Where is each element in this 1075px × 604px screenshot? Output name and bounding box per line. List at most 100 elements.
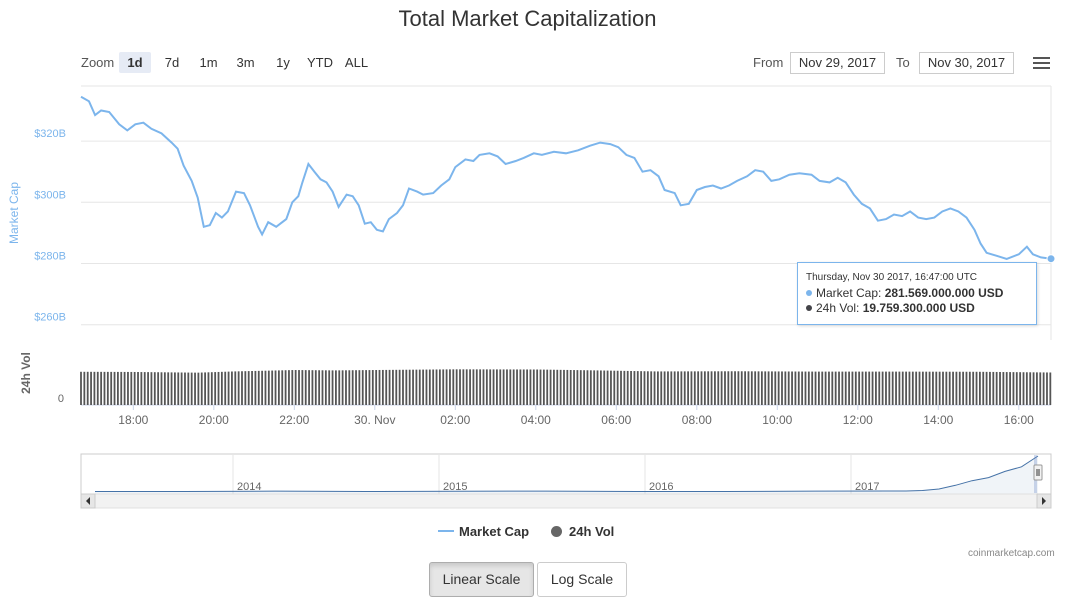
volume-bar [942,371,944,405]
navigator-scrollbar[interactable] [80,493,1052,509]
volume-bar [274,370,277,405]
volume-bar [449,369,451,405]
volume-bar [653,371,656,405]
volume-bar [257,370,260,405]
volume-bar [888,371,891,405]
volume-bar [807,371,810,405]
volume-bar [190,372,193,405]
volume-bar [569,370,572,405]
x-tick-label: 22:00 [279,413,309,427]
volume-bar [589,370,592,405]
volume-bar [143,372,146,405]
zoom-button-all[interactable]: ALL [344,55,369,70]
legend-market-cap[interactable]: Market Cap [438,524,529,539]
volume-bar [891,371,894,405]
volume-bar [254,370,257,405]
volume-bar [308,370,310,405]
volume-bar [509,369,512,405]
volume-bar [1002,372,1005,405]
volume-bar [345,370,347,405]
volume-bar [237,371,240,405]
volume-bar [318,370,321,405]
legend-volume[interactable]: 24h Vol [551,524,614,539]
volume-bar [690,371,693,405]
zoom-button-3m[interactable]: 3m [236,55,255,70]
volume-bar [710,371,713,405]
volume-bar [368,370,371,405]
volume-bar [935,371,938,405]
volume-bar [633,371,636,405]
from-date-input[interactable]: Nov 29, 2017 [790,52,885,74]
volume-bar [512,369,515,405]
volume-bar [599,370,602,405]
x-tick-label: 10:00 [762,413,792,427]
zoom-button-ytd[interactable]: YTD [307,55,333,70]
volume-bar [536,369,539,405]
volume-bar [130,371,133,405]
zoom-button-1m[interactable]: 1m [199,55,218,70]
volume-bar [418,369,421,405]
volume-bar [596,370,599,405]
volume-bar [978,371,981,405]
volume-bar [110,371,113,405]
credit-link[interactable]: coinmarketcap.com [968,548,1055,559]
volume-bar [717,371,720,405]
zoom-button-1y[interactable]: 1y [276,55,290,70]
volume-bar [915,371,918,405]
volume-bar [925,371,928,405]
volume-bar [301,370,304,405]
volume-bar [1032,372,1035,405]
volume-bar [878,371,881,405]
volume-bar [542,369,545,405]
linear-scale-button[interactable]: Linear Scale [429,562,534,597]
hamburger-menu-icon[interactable] [1033,57,1050,70]
volume-bar [328,370,331,405]
volume-bar [824,371,827,405]
to-label: To [896,55,910,70]
volume-bar [972,371,975,405]
volume-bar [667,371,669,405]
volume-bar [999,371,1001,405]
volume-bar [744,371,747,405]
zoom-button-7d[interactable]: 7d [164,55,180,70]
x-tick-label: 12:00 [843,413,873,427]
volume-bar [341,370,344,405]
volume-bar [734,371,736,405]
navigator-frame[interactable] [80,453,1052,495]
volume-bar [422,369,425,405]
volume-bar [492,369,495,405]
volume-bar [475,369,478,405]
volume-bar [948,371,951,405]
volume-bar [606,370,609,405]
x-tick-label: 14:00 [923,413,953,427]
navigator-handle[interactable] [1033,464,1043,481]
volume-bar [737,371,740,405]
zoom-button-1d[interactable]: 1d [119,52,151,73]
volume-bar [724,371,726,405]
volume-bar [730,371,733,405]
volume-bar [831,371,834,405]
volume-bar [381,369,384,405]
volume-bar [787,371,790,405]
to-date-input[interactable]: Nov 30, 2017 [919,52,1014,74]
volume-bar [1022,372,1025,405]
volume-bar [231,371,233,405]
volume-bar [472,369,475,405]
volume-bar [932,371,934,405]
log-scale-button[interactable]: Log Scale [537,562,627,597]
volume-bar [137,372,139,405]
volume-bar [227,371,230,405]
volume-bar [435,369,438,405]
volume-bar [563,369,565,405]
legend-market-cap-label: Market Cap [459,524,530,539]
volume-bar [821,371,824,405]
volume-bar [1019,372,1022,405]
volume-bar [885,371,887,405]
volume-bar [777,371,780,405]
volume-bar [314,370,317,405]
volume-bar [167,372,170,405]
volume-bar [760,371,763,405]
volume-dot-icon [806,305,812,311]
scroll-right-arrow-icon [1042,497,1046,505]
volume-bar [177,372,180,405]
